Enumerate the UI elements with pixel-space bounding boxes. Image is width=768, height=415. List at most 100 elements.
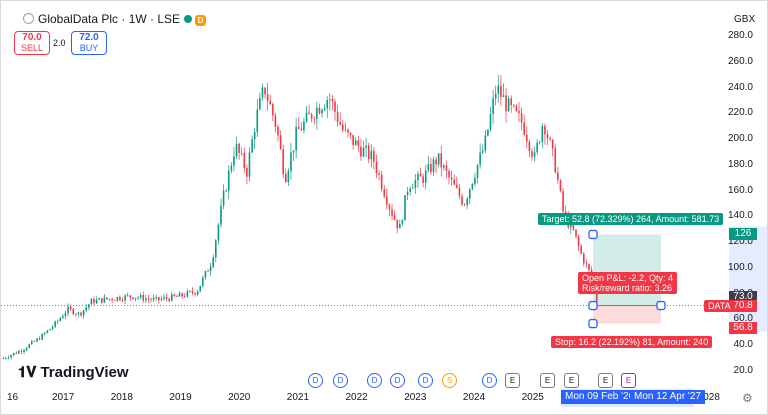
candle-body <box>419 173 422 177</box>
candle-body <box>435 159 437 165</box>
x-tick-label: 2024 <box>462 392 486 403</box>
dividend-marker[interactable]: D <box>308 373 323 388</box>
candle-body <box>170 294 173 301</box>
candle-body <box>474 177 476 184</box>
candle-body <box>297 126 300 130</box>
candle-body <box>186 291 189 297</box>
candle-body <box>5 358 7 359</box>
candle-body <box>165 297 168 299</box>
candle-body <box>375 161 378 174</box>
symbol-title[interactable]: GlobalData Plc · 1W · LSE D <box>19 12 207 26</box>
position-handle[interactable] <box>588 229 598 240</box>
sell-button[interactable]: 70.0 SELL <box>14 31 50 55</box>
y-tick-label: 120.0 <box>727 236 753 248</box>
candle-body <box>287 171 290 183</box>
target-price-tag: 126 <box>729 228 757 241</box>
candle-body <box>54 321 56 327</box>
dividend-marker[interactable]: D <box>482 373 497 388</box>
candle-body <box>264 87 266 95</box>
candle-body <box>393 215 396 220</box>
position-handle[interactable] <box>588 300 598 311</box>
candle-body <box>588 264 590 270</box>
candle-body <box>427 163 430 171</box>
candle-body <box>49 328 51 331</box>
candle-body <box>367 145 370 160</box>
candle-body <box>380 174 383 190</box>
buy-button[interactable]: 72.0 BUY <box>71 31 107 55</box>
candle-body <box>145 298 147 301</box>
candle-body <box>331 99 334 102</box>
candle-body <box>479 152 481 165</box>
settings-gear-icon[interactable]: ⚙ <box>742 391 753 405</box>
y-tick-label: 20.0 <box>733 365 753 376</box>
stop-price-tag: 56.8 <box>729 321 757 334</box>
candle-body <box>585 263 588 265</box>
candle-body <box>354 140 357 146</box>
candle-body <box>453 179 456 185</box>
candle-body <box>357 140 360 147</box>
candle-body <box>129 295 132 298</box>
candle-body <box>520 113 523 123</box>
candle-body <box>80 312 82 316</box>
earnings-marker[interactable]: E <box>505 373 520 388</box>
dividend-marker[interactable]: D <box>367 373 382 388</box>
candle-body <box>502 95 505 97</box>
candle-body <box>557 172 559 181</box>
candle-body <box>329 99 331 101</box>
split-marker[interactable]: S <box>442 373 457 388</box>
candle-body <box>253 132 256 140</box>
candle-body <box>230 165 233 171</box>
candle-body <box>139 295 142 298</box>
position-start-date[interactable]: Mon 09 Feb '26 <box>561 390 639 404</box>
candle-body <box>93 298 95 304</box>
candle-body <box>437 153 440 165</box>
candle-body <box>225 190 227 192</box>
candle-body <box>432 159 435 173</box>
candle-body <box>370 150 373 160</box>
candle-body <box>292 150 295 153</box>
position-handle[interactable] <box>656 300 666 311</box>
y-tick-label: 260.0 <box>727 55 753 67</box>
candle-body <box>580 245 583 254</box>
candle-body <box>36 338 38 342</box>
candle-body <box>199 285 202 292</box>
earnings-marker[interactable]: E <box>598 373 613 388</box>
candle-body <box>246 168 248 177</box>
dividend-marker[interactable]: D <box>418 373 433 388</box>
candle-body <box>313 118 316 120</box>
candle-body <box>528 141 531 152</box>
candle-body <box>75 314 77 315</box>
visibility-icon[interactable] <box>23 13 34 24</box>
candle-body <box>59 318 62 321</box>
candle-body <box>202 277 204 286</box>
candle-body <box>445 165 448 171</box>
candle-body <box>510 98 513 106</box>
x-tick-label: 2022 <box>345 392 368 403</box>
candle-body <box>339 121 341 125</box>
earnings-marker[interactable]: E <box>621 373 636 388</box>
candle-body <box>494 93 497 99</box>
logo-text: TradingView <box>40 364 129 381</box>
dividend-marker[interactable]: D <box>390 373 405 388</box>
open-pnl-label: Open P&L: -2.2, Qty: 4 Risk/reward ratio… <box>578 271 678 294</box>
position-end-date[interactable]: Mon 12 Apr '27 <box>630 390 705 404</box>
currency-selector[interactable]: GBX <box>734 14 756 25</box>
earnings-marker[interactable]: E <box>540 373 555 388</box>
candle-body <box>414 180 417 188</box>
buy-price: 72.0 <box>79 32 99 43</box>
candle-body <box>282 149 284 175</box>
candle-body <box>448 170 450 178</box>
dividend-marker[interactable]: D <box>333 373 348 388</box>
candle-body <box>489 114 492 130</box>
candle-body <box>38 338 41 340</box>
y-tick-label: 220.0 <box>727 107 753 119</box>
candle-body <box>212 257 215 267</box>
earnings-marker[interactable]: E <box>564 373 579 388</box>
candle-body <box>269 100 272 105</box>
position-handle[interactable] <box>588 318 598 329</box>
tradingview-logo[interactable]: 𝟏𝐕 TradingView <box>18 364 129 381</box>
candle-body <box>388 204 391 210</box>
candle-body <box>476 164 479 178</box>
